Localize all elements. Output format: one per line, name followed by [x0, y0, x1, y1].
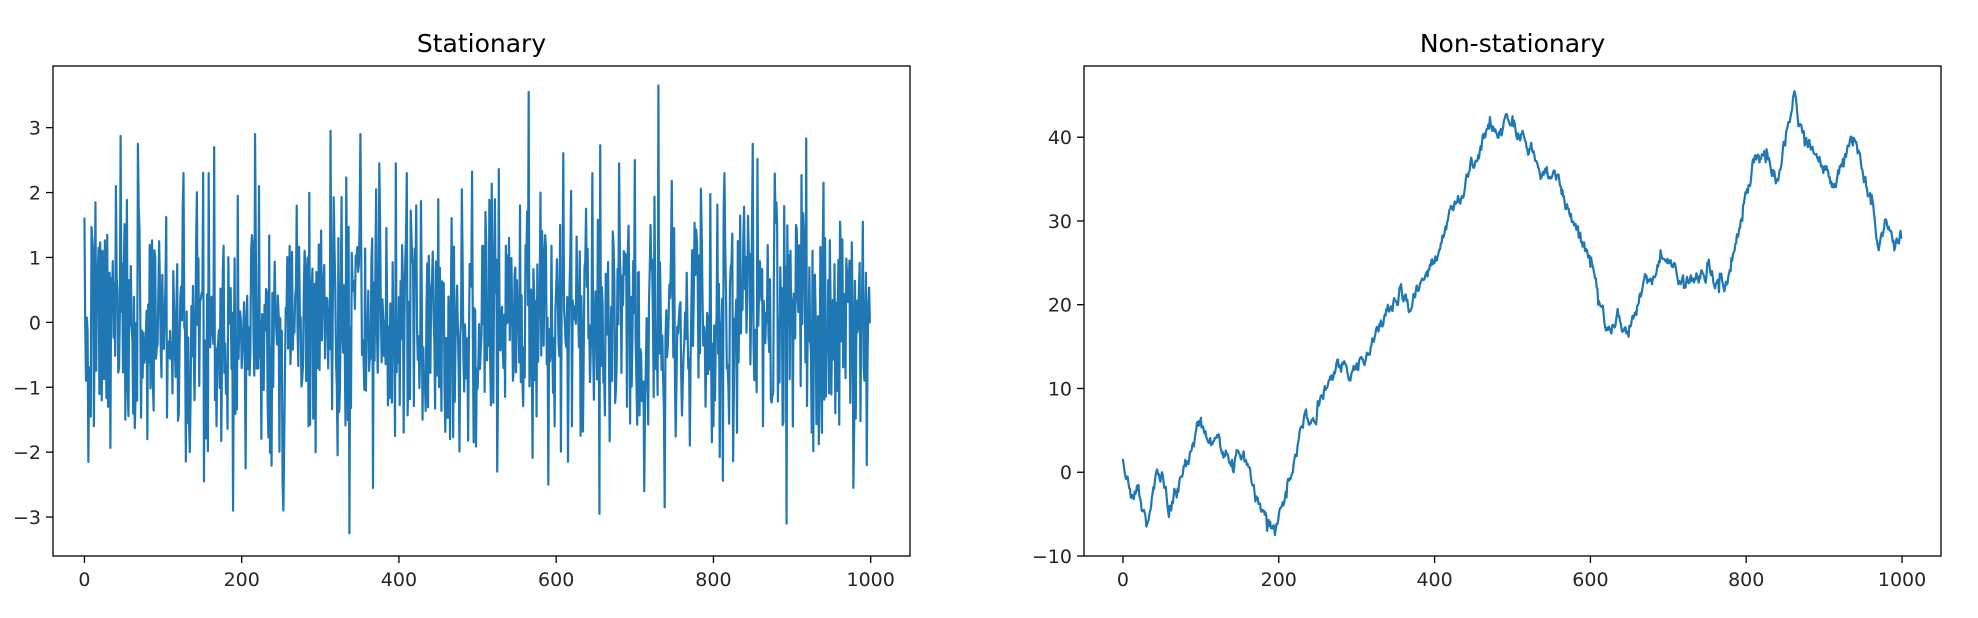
x-tick-label: 600: [538, 569, 574, 591]
non-stationary-plot: Non-stationary 0 200 400 600 800 1000 −10 0 10 20…: [1032, 29, 1942, 591]
axes-frame: [52, 65, 911, 557]
tick-layer: 0 200 400 600 800 1000 −10 0 10 20 30 40: [1032, 127, 1926, 591]
y-tick-label: 20: [1048, 295, 1072, 317]
series-layer: [83, 84, 871, 535]
y-tick-label: −3: [13, 507, 41, 529]
y-tick-label: 30: [1048, 211, 1072, 233]
y-tick-label: −2: [13, 442, 41, 464]
series-line: [1121, 90, 1903, 537]
y-tick-label: 10: [1048, 378, 1072, 400]
x-tick-label: 400: [1416, 569, 1452, 591]
y-tick-label: −1: [13, 377, 41, 399]
x-tick-label: 600: [1572, 569, 1608, 591]
x-tick-label: 1000: [1878, 569, 1926, 591]
y-tick-label: −10: [1032, 546, 1072, 568]
x-tick-label: 0: [1117, 569, 1129, 591]
x-tick-label: 800: [695, 569, 731, 591]
x-tick-label: 1000: [847, 569, 895, 591]
x-tick-label: 800: [1728, 569, 1764, 591]
y-tick-label: 0: [29, 312, 41, 334]
y-tick-label: 40: [1048, 127, 1072, 149]
x-tick-label: 200: [224, 569, 260, 591]
series-layer: [1121, 90, 1903, 537]
x-tick-label: 400: [381, 569, 417, 591]
y-tick-label: 3: [29, 118, 41, 140]
plot-title: Non-stationary: [1420, 29, 1605, 58]
stationary-plot: Stationary 0 200 400 600 800 1000 −3 −2 −1 0 1 2 3: [13, 29, 911, 591]
plot-title: Stationary: [417, 29, 546, 58]
y-tick-label: 2: [29, 183, 41, 205]
y-tick-label: 0: [1060, 462, 1072, 484]
x-tick-label: 200: [1261, 569, 1297, 591]
series-line: [83, 84, 871, 535]
x-tick-label: 0: [78, 569, 90, 591]
y-tick-label: 1: [29, 247, 41, 269]
tick-layer: 0 200 400 600 800 1000 −3 −2 −1 0 1 2 3: [13, 118, 895, 591]
axes-frame: [1083, 65, 1942, 557]
